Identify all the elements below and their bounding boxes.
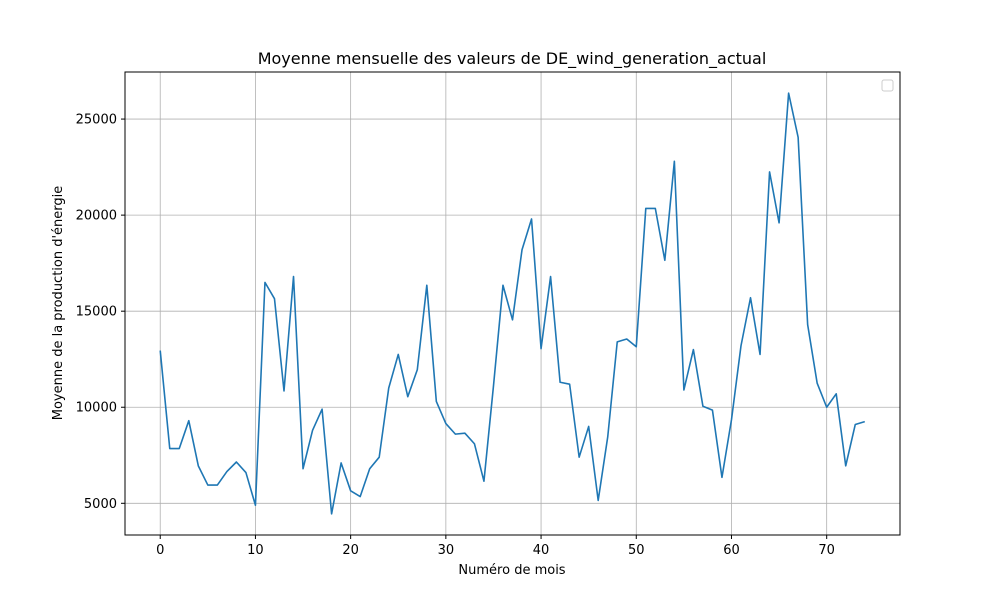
chart-title: Moyenne mensuelle des valeurs de DE_wind… (258, 49, 767, 69)
x-axis-label: Numéro de mois (458, 563, 565, 578)
x-tick-label: 40 (533, 543, 550, 558)
axes-frame (124, 71, 901, 536)
y-tick-label: 25000 (76, 113, 117, 128)
x-tick-label: 0 (156, 543, 164, 558)
grid (125, 72, 900, 535)
x-tick-label: 10 (247, 543, 264, 558)
y-tick-label: 15000 (76, 305, 117, 320)
x-tick-label: 20 (342, 543, 359, 558)
x-tick-label: 50 (628, 543, 645, 558)
y-axis-ticks: 5000 10000 15000 20000 25000 (76, 113, 125, 512)
x-tick-label: 30 (438, 543, 455, 558)
x-tick-label: 70 (818, 543, 835, 558)
y-axis-label: Moyenne de la production d'énergie (51, 186, 66, 421)
legend-box (881, 79, 894, 92)
y-tick-label: 20000 (76, 209, 117, 224)
y-tick-label: 10000 (76, 401, 117, 416)
series-line (159, 92, 866, 515)
x-axis-ticks: 0 10 20 30 40 50 60 70 (156, 535, 835, 558)
series-layer (159, 92, 866, 515)
x-tick-label: 60 (723, 543, 740, 558)
y-tick-label: 5000 (84, 497, 117, 512)
